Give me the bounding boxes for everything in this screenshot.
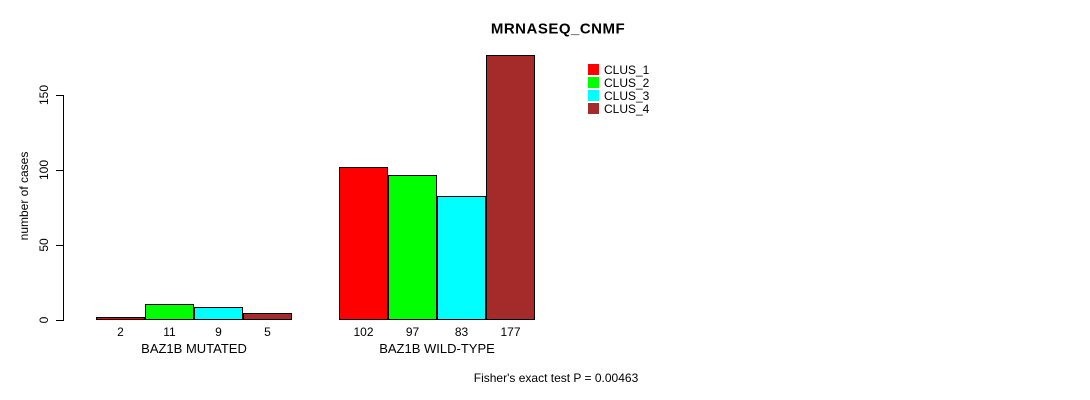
y-axis-tick [56,95,63,96]
legend-item: CLUS_2 [588,75,650,90]
bar-value-label: 97 [405,325,420,339]
legend: CLUS_1 CLUS_2 CLUS_3 CLUS_4 [588,62,650,116]
bar-clus-1-baz1b-wild-type [339,167,388,320]
legend-item: CLUS_1 [588,62,650,77]
y-axis-tick-label: 150 [37,84,51,106]
y-axis-tick-label: 50 [37,238,51,252]
legend-label: CLUS_1 [604,62,650,77]
legend-item: CLUS_3 [588,88,650,103]
y-axis-tick-label: 0 [37,316,51,324]
bar-value-label: 5 [264,325,271,339]
bar-value-label: 9 [215,325,222,339]
group-label-baz1b-mutated: BAZ1B MUTATED [141,341,247,356]
y-axis-tick [56,170,63,171]
legend-swatch-clus-3 [588,90,599,101]
bar-clus-2-baz1b-wild-type [388,174,437,320]
y-axis-label: number of cases [17,151,31,241]
chart-title: MRNASEQ_CNMF [490,20,626,38]
bar-value-label: 177 [500,325,521,339]
bar-clus-4-baz1b-wild-type [486,54,535,320]
legend-swatch-clus-4 [588,103,599,114]
y-axis-line [63,95,64,321]
stat-annotation: Fisher's exact test P = 0.00463 [473,371,639,385]
bar-value-label: 2 [117,325,124,339]
legend-item: CLUS_4 [588,101,650,116]
bar-value-label: 102 [353,325,374,339]
y-axis-tick [56,320,63,321]
legend-label: CLUS_2 [604,75,650,90]
legend-label: CLUS_3 [604,88,650,103]
legend-label: CLUS_4 [604,101,650,116]
legend-swatch-clus-2 [588,77,599,88]
group-label-baz1b-wild-type: BAZ1B WILD-TYPE [379,341,495,356]
bar-clus-2-baz1b-mutated [145,303,194,320]
legend-swatch-clus-1 [588,64,599,75]
bar-clus-3-baz1b-mutated [194,306,243,320]
y-axis-tick-label: 100 [37,159,51,181]
bar-clus-4-baz1b-mutated [243,312,292,320]
y-axis-tick [56,245,63,246]
bar-clus-3-baz1b-wild-type [437,195,486,320]
bar-clus-1-baz1b-mutated [96,317,145,320]
bar-value-label: 11 [163,325,176,339]
bar-value-label: 83 [454,325,469,339]
